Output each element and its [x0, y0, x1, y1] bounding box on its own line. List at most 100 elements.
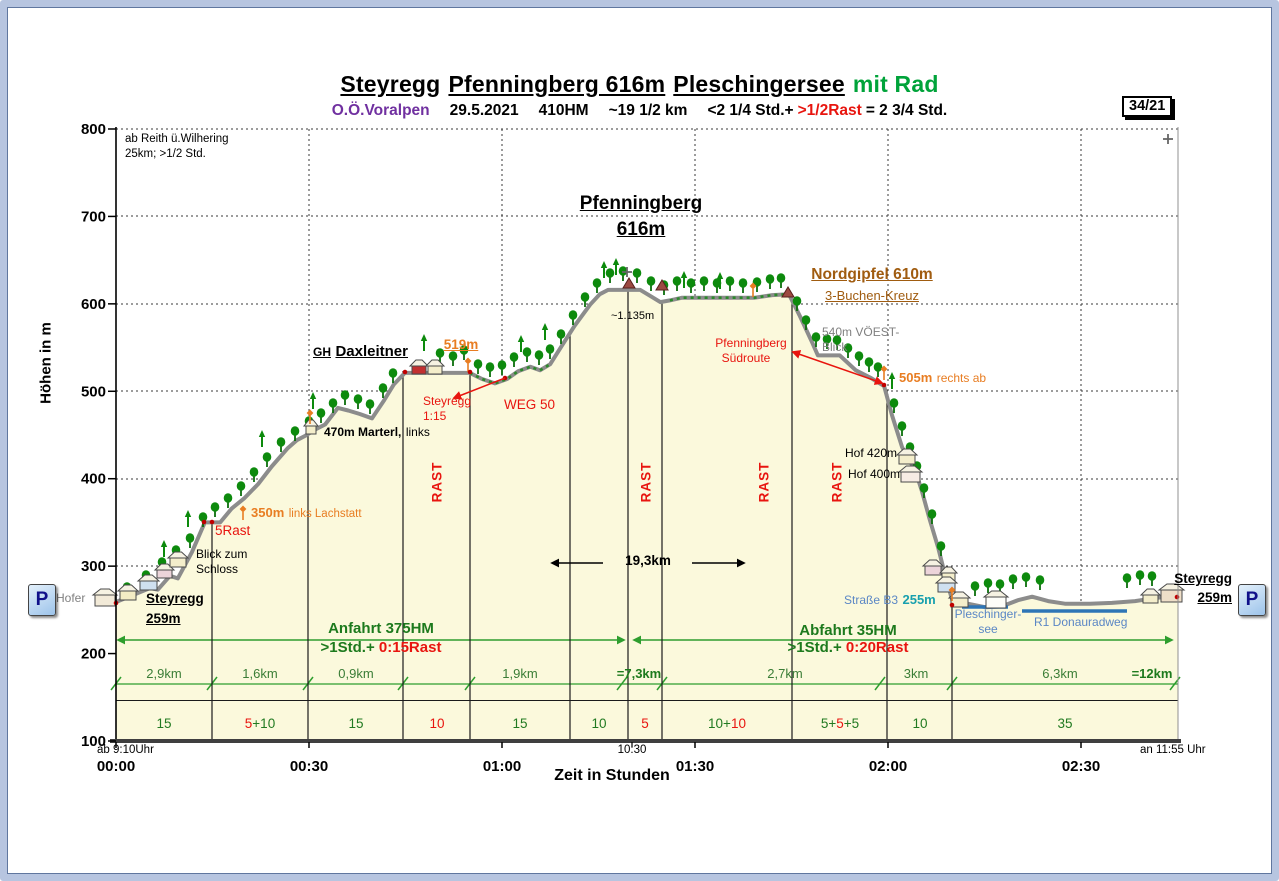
- voest-blick-label-line1: 540m VÖEST-: [822, 325, 900, 339]
- buchenkreuz-label: 3-Buchen-Kreuz: [825, 288, 919, 303]
- parking-icon-left: P: [28, 584, 56, 616]
- anfahrt-subtitle: >1Std.+ 0:15Rast: [320, 639, 442, 656]
- title-part-pleschingersee: Pleschingersee: [673, 71, 845, 97]
- title-part-pfenningberg: Pfenningberg 616m: [448, 71, 666, 97]
- suedroute-label-line2: Südroute: [721, 351, 771, 365]
- hm-label: 410HM: [538, 102, 589, 119]
- minutes-cell-label: 5+10: [245, 716, 275, 731]
- tour-facts-line: O.Ö.Voralpen 29.5.2021 410HM ~19 1/2 km <2 1…: [0, 102, 1279, 120]
- arrive-time-note: an 11:55 Uhr: [1140, 744, 1206, 756]
- minutes-cell-label: 10: [429, 716, 444, 731]
- voest-blick-label-line2: Blick: [822, 340, 848, 354]
- y-tick-label: 800: [81, 121, 106, 138]
- region-label: O.Ö.Voralpen: [331, 102, 430, 119]
- total-distance-label: 19,3km: [625, 553, 671, 568]
- rast-label-4: RAST: [829, 461, 845, 503]
- marterl-label: 470m Marterl, links: [324, 425, 430, 439]
- minutes-cell-label: 35: [1057, 716, 1072, 731]
- hof420-label: Hof 420m: [845, 446, 898, 460]
- y-axis-title: Höhen in m: [37, 322, 55, 404]
- km-segment-label: 6,3km: [1042, 666, 1077, 681]
- y-tick-label: 400: [81, 471, 106, 488]
- date-label: 29.5.2021: [449, 102, 519, 119]
- abfahrt-subtitle: >1Std.+ 0:20Rast: [787, 639, 909, 656]
- abfahrt-title: Abfahrt 35HM: [799, 622, 897, 639]
- tour-number-badge: 34/21: [1122, 96, 1173, 117]
- km-segment-label: 1,9km: [502, 666, 537, 681]
- blick-schloss-label-line1: Blick zum: [196, 547, 248, 561]
- suedroute-label-line1: Pfenningberg: [715, 336, 787, 350]
- approach-note: ab Reith ü.Wilhering 25km; >1/2 Std.: [125, 132, 229, 162]
- minutes-cell-label: 10: [591, 716, 606, 731]
- steyregg-time-label-line2: 1:15: [423, 409, 447, 423]
- summit-name-label: Pfenningberg: [579, 193, 703, 214]
- end-elevation-label: 259m: [1197, 590, 1232, 605]
- start-town-label: Steyregg: [146, 591, 204, 606]
- pleschingersee-label-line2: see: [978, 622, 998, 636]
- r1-donauradweg-label: R1 Donauradweg: [1034, 615, 1128, 629]
- minutes-cell-label: 10+10: [708, 716, 746, 731]
- minutes-cell-label: 15: [348, 716, 363, 731]
- km-segment-label: 1,6km: [242, 666, 277, 681]
- total-duration-label: = 2 3/4 Std.: [865, 102, 948, 119]
- approach-note-line1: ab Reith ü.Wilhering: [125, 133, 229, 145]
- parking-icon-right: P: [1238, 584, 1266, 616]
- y-tick-label: 100: [81, 733, 106, 750]
- x-tick-label: 01:30: [676, 758, 714, 775]
- hof400-label: Hof 400m: [848, 467, 901, 481]
- y-tick-label: 300: [81, 558, 106, 575]
- approach-note-line2: 25km; >1/2 Std.: [125, 148, 206, 160]
- blick-schloss-label-line2: Schloss: [196, 562, 239, 576]
- km-segment-label: 2,7km: [767, 666, 802, 681]
- x-tick-label: 00:30: [290, 758, 328, 775]
- end-town-label: Steyregg: [1174, 571, 1232, 586]
- minutes-cell-label: 5+5+5: [821, 716, 859, 731]
- rast-label-1: RAST: [429, 461, 445, 503]
- km-segment-label: 3km: [904, 666, 929, 681]
- m519-label: 519m: [443, 337, 479, 352]
- steyregg-time-label-line1: Steyregg: [423, 394, 472, 408]
- km-segment-label: =12km: [1132, 666, 1173, 681]
- y-tick-label: 700: [81, 208, 106, 225]
- gh-daxleitner-label: GH Daxleitner: [313, 343, 408, 360]
- y-tick-label: 200: [81, 646, 106, 663]
- rast-label-2: RAST: [638, 461, 654, 503]
- depart-time-note: ab 9:10Uhr: [97, 744, 154, 756]
- peak-gap-label: ~1.135m: [611, 310, 655, 322]
- km-segment-label: 2,9km: [146, 666, 181, 681]
- rast5-label: 5Rast: [215, 523, 251, 538]
- m350-label: 350m links Lachstatt: [251, 505, 362, 520]
- page-title: Steyregg Pfenningberg 616m Pleschingersee m…: [0, 71, 1279, 98]
- pleschingersee-label-line1: Pleschinger-: [954, 607, 1022, 621]
- anfahrt-title: Anfahrt 375HM: [328, 620, 434, 637]
- x-axis-title: Zeit in Stunden: [554, 767, 670, 784]
- minutes-cell-label: 5: [641, 716, 649, 731]
- x-tick-label: 02:30: [1062, 758, 1100, 775]
- title-part-steyregg: Steyregg: [340, 71, 441, 97]
- rast-duration-label: >1/2Rast: [797, 102, 862, 119]
- minutes-cell-label: 10: [912, 716, 927, 731]
- y-tick-label: 500: [81, 383, 106, 400]
- m505-label: 505m rechts ab: [899, 370, 987, 385]
- duration-label: <2 1/4 Std.+: [707, 102, 794, 119]
- nordgipfel-label: Nordgipfel 610m: [811, 266, 933, 283]
- minutes-cell-label: 15: [512, 716, 527, 731]
- y-tick-label: 600: [81, 296, 106, 313]
- strasse-b3-label: Straße B3 255m: [844, 592, 936, 607]
- start-elevation-label: 259m: [146, 611, 181, 626]
- minutes-cell-label: 15: [156, 716, 171, 731]
- distance-label: ~19 1/2 km: [608, 102, 688, 119]
- summit-time-note: 10:30: [617, 744, 647, 756]
- km-segment-label: 0,9km: [338, 666, 373, 681]
- x-tick-label: 02:00: [869, 758, 907, 775]
- rast-label-3: RAST: [756, 461, 772, 503]
- weg50-label: WEG 50: [504, 397, 556, 412]
- km-segment-label: =7,3km: [617, 666, 661, 681]
- hofer-label: Hofer: [56, 591, 86, 605]
- summit-elevation-label: 616m: [616, 219, 666, 240]
- x-tick-label: 01:00: [483, 758, 521, 775]
- x-tick-label: 00:00: [97, 758, 135, 775]
- title-part-mit-rad: mit Rad: [852, 71, 939, 97]
